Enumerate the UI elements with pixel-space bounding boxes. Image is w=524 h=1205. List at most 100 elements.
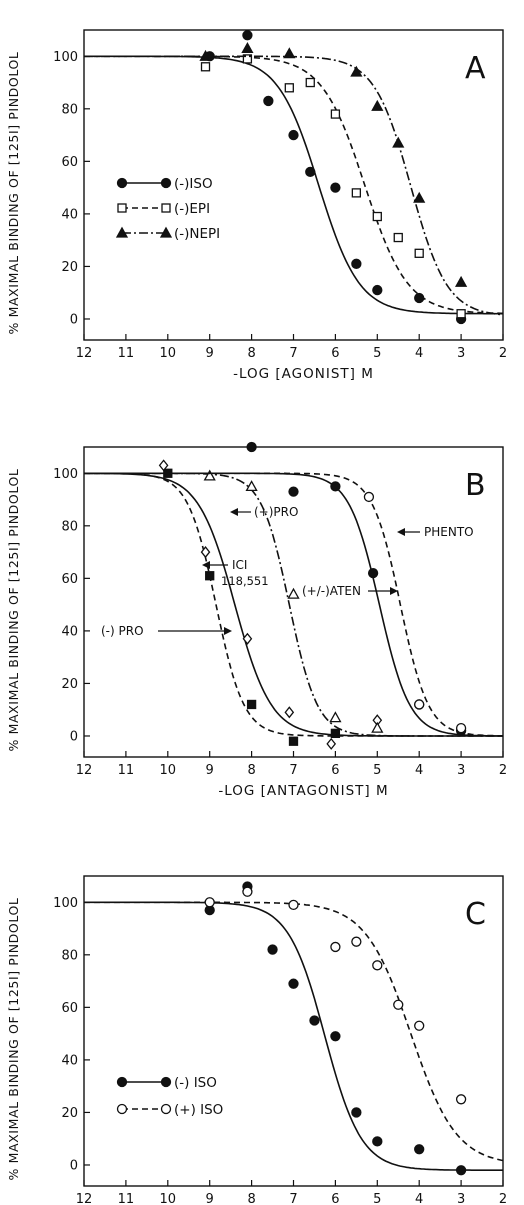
data-point — [350, 65, 363, 77]
x-tick-label: 11 — [118, 1192, 135, 1205]
fit-curve — [84, 55, 504, 316]
data-point — [205, 571, 215, 581]
data-point — [309, 1015, 320, 1026]
panel-letter: A — [465, 51, 486, 86]
data-point — [392, 136, 405, 148]
x-tick-label: 5 — [373, 763, 381, 778]
x-tick-label: 3 — [457, 346, 465, 361]
x-tick-label: 5 — [373, 1192, 381, 1205]
data-point — [330, 728, 341, 739]
arrow-head — [230, 508, 238, 516]
annotation-label: 118,551 — [221, 574, 269, 588]
legend-marker — [159, 226, 173, 238]
x-tick-label: 4 — [415, 763, 423, 778]
data-point — [372, 211, 382, 222]
data-point — [288, 486, 299, 497]
x-tick-label: 8 — [247, 1192, 255, 1205]
legend: (-) ISO (+) ISO — [116, 1075, 223, 1118]
annotations: (-) PRO ICI 118,551 (+)PRO (+/-)ATEN PHENTO — [101, 505, 474, 638]
data-point — [200, 62, 211, 72]
y-tick-label: 0 — [70, 729, 78, 744]
x-axis-label: -LOG [ANTAGONIST] M — [218, 783, 388, 799]
data-point — [351, 258, 362, 269]
fit-curve — [84, 55, 503, 315]
y-axis-label: % MAXIMAL BINDING OF [125I] PINDOLOL — [6, 52, 21, 335]
x-tick-label: 2 — [499, 346, 507, 361]
x-tick-label: 7 — [289, 763, 297, 778]
x-tick-label: 9 — [206, 763, 214, 778]
y-tick-label: 60 — [61, 155, 78, 170]
y-axis-label: % MAXIMAL BINDING OF [125I] PINDOLOL — [6, 898, 21, 1181]
x-tick-label: 10 — [160, 346, 177, 361]
data-point — [288, 736, 299, 746]
data-point — [363, 491, 375, 503]
data-point — [351, 936, 362, 947]
y-tick-label: 60 — [61, 1001, 78, 1016]
x-tick-label: 12 — [76, 763, 93, 778]
data-point — [246, 441, 257, 453]
data-point — [330, 941, 341, 953]
y-tick-label: 20 — [61, 677, 78, 692]
fit-curve — [84, 472, 503, 737]
fit-curve — [84, 472, 503, 737]
fit-curve — [84, 901, 504, 1162]
series-2 — [84, 886, 504, 1162]
panel-letter: C — [465, 897, 486, 932]
arrow-head — [390, 587, 398, 595]
series-1 — [84, 881, 503, 1176]
y-tick-label: 100 — [53, 896, 78, 911]
data-point — [200, 546, 211, 559]
data-point — [329, 711, 342, 723]
data-point — [305, 166, 316, 178]
series-2 — [84, 54, 503, 319]
x-tick-label: 8 — [247, 763, 255, 778]
x-tick-label: 4 — [415, 1192, 423, 1205]
x-tick-label: 11 — [118, 763, 135, 778]
data-point — [288, 978, 299, 989]
data-point — [414, 248, 424, 258]
y-tick-label: 40 — [61, 624, 78, 639]
panel-letter: B — [465, 468, 486, 503]
data-point — [367, 567, 379, 579]
data-point — [203, 469, 216, 481]
legend-marker — [116, 1076, 128, 1088]
data-point — [158, 459, 169, 472]
data-point — [287, 587, 300, 599]
data-point — [330, 1031, 341, 1042]
data-point — [414, 1020, 425, 1031]
data-point — [246, 699, 257, 710]
x-tick-label: 3 — [457, 1192, 465, 1205]
data-point — [455, 1165, 467, 1176]
data-point — [284, 83, 294, 93]
annotation-label: PHENTO — [424, 525, 474, 539]
x-tick-label: 9 — [206, 346, 214, 361]
arrow-head — [224, 627, 232, 635]
x-tick-label: 10 — [160, 763, 177, 778]
annotation-label: (+/-)ATEN — [302, 584, 361, 598]
annotation-label: ICI — [232, 558, 247, 572]
y-tick-label: 60 — [61, 572, 78, 587]
data-point — [455, 1094, 467, 1105]
series-1 — [84, 30, 503, 325]
x-tick-label: 2 — [499, 763, 507, 778]
data-point — [351, 188, 362, 198]
plot-frame — [83, 29, 504, 341]
legend-label: (+) ISO — [174, 1102, 223, 1118]
x-tick-label: 12 — [76, 1192, 93, 1205]
data-point — [372, 284, 383, 296]
y-tick-label: 100 — [53, 50, 78, 65]
data-point — [414, 699, 425, 710]
y-axis-label: % MAXIMAL BINDING OF [125I] PINDOLOL — [6, 469, 21, 752]
data-point — [242, 886, 253, 897]
data-point — [371, 721, 384, 733]
data-point — [454, 275, 468, 287]
fit-curve — [84, 55, 503, 315]
legend-marker — [116, 177, 128, 189]
x-tick-label: 11 — [118, 346, 135, 361]
data-point — [330, 182, 341, 193]
series-5 — [84, 472, 503, 737]
data-point — [372, 960, 383, 971]
